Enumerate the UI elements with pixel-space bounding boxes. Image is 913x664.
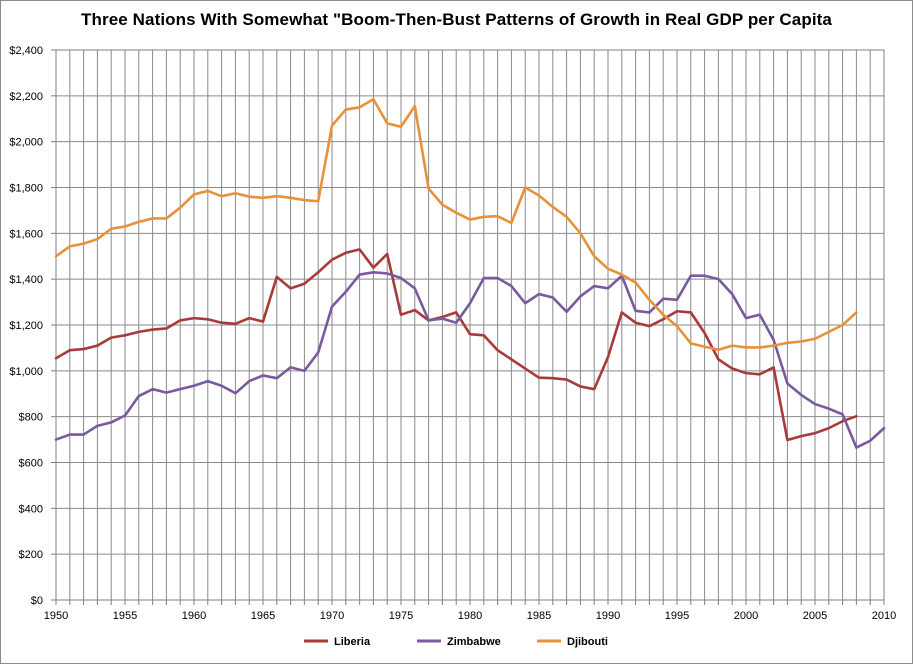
x-tick-label: 1995 bbox=[665, 610, 689, 622]
x-tick-label: 1950 bbox=[44, 610, 68, 622]
y-axis-labels: $0 $200 $400 $600 $800 $1,000 $1,200 $1,400 $1,6… bbox=[9, 45, 56, 607]
grid-lines bbox=[56, 50, 884, 600]
y-tick-label: $1,400 bbox=[9, 274, 43, 286]
y-tick-label: $1,600 bbox=[9, 228, 43, 240]
x-axis-labels: 1950 1955 1960 1965 1970 1975 1980 1985 1990 1995… bbox=[44, 600, 896, 622]
chart-title: Three Nations With Somewhat "Boom-Then-B… bbox=[81, 10, 832, 29]
x-tick-label: 1955 bbox=[113, 610, 137, 622]
legend: Liberia Zimbabwe Djibouti bbox=[304, 636, 608, 648]
x-tick-label: 1975 bbox=[389, 610, 413, 622]
x-tick-label: 1970 bbox=[320, 610, 344, 622]
x-tick-label: 1965 bbox=[251, 610, 275, 622]
legend-label-djibouti: Djibouti bbox=[567, 636, 608, 648]
x-tick-label: 2010 bbox=[872, 610, 896, 622]
y-tick-label: $2,400 bbox=[9, 45, 43, 57]
y-tick-label: $0 bbox=[31, 595, 43, 607]
x-tick-label: 1960 bbox=[182, 610, 206, 622]
y-tick-label: $800 bbox=[19, 412, 43, 424]
series-line-zimbabwe bbox=[54, 270, 886, 449]
series-line-liberia bbox=[54, 248, 858, 442]
series-line-djibouti bbox=[54, 97, 858, 352]
y-tick-label: $2,000 bbox=[9, 137, 43, 149]
y-tick-label: $600 bbox=[19, 458, 43, 470]
x-tick-label: 1990 bbox=[596, 610, 620, 622]
y-tick-label: $1,200 bbox=[9, 320, 43, 332]
y-tick-label: $1,800 bbox=[9, 183, 43, 195]
y-tick-label: $400 bbox=[19, 503, 43, 515]
y-tick-label: $2,200 bbox=[9, 91, 43, 103]
y-tick-label: $1,000 bbox=[9, 366, 43, 378]
x-tick-label: 1985 bbox=[527, 610, 551, 622]
y-tick-label: $200 bbox=[19, 549, 43, 561]
series-lines bbox=[54, 97, 886, 449]
x-tick-label: 1980 bbox=[458, 610, 482, 622]
x-tick-label: 2005 bbox=[803, 610, 827, 622]
x-tick-label: 2000 bbox=[734, 610, 758, 622]
legend-label-liberia: Liberia bbox=[334, 636, 371, 648]
legend-label-zimbabwe: Zimbabwe bbox=[447, 636, 501, 648]
